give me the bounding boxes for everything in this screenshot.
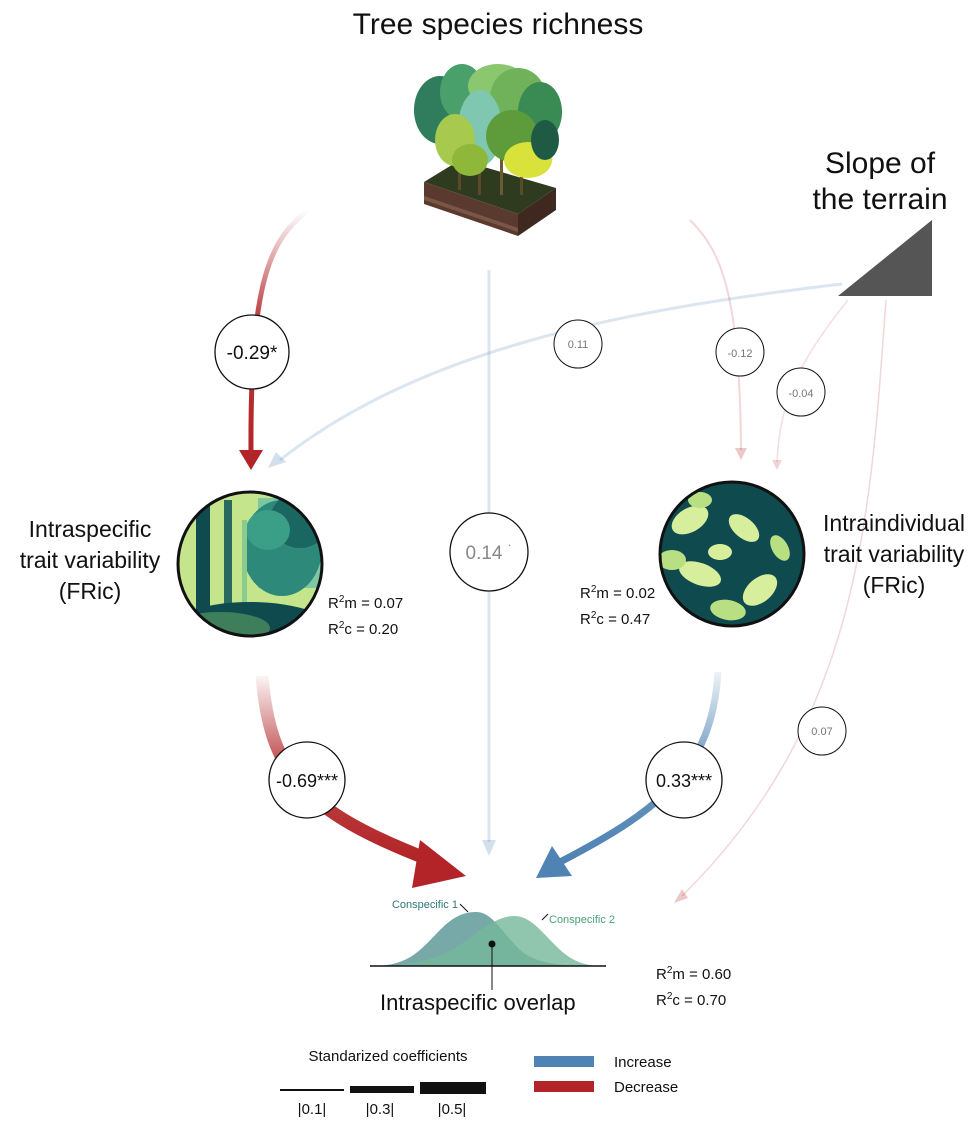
- slope-label-line1: Slope of: [824, 147, 936, 180]
- slope-triangle-icon: [838, 220, 932, 296]
- r2c-value: c = 0.47: [596, 611, 651, 628]
- legend-title: Standarized coefficients: [309, 1048, 468, 1065]
- coef-badge-richness-intraspecific: -0.29*: [214, 314, 290, 390]
- r2c-value: c = 0.20: [344, 621, 399, 638]
- intraspecific-label-line3: (FRic): [58, 578, 122, 604]
- intraindividual-leaves-icon: [658, 480, 806, 628]
- path-richness-to-intraspecific: [239, 208, 310, 470]
- coef-label: 0.11: [568, 339, 589, 351]
- overlap-label: Intraspecific overlap: [380, 990, 576, 1015]
- intraindividual-label-line2: trait variability: [823, 541, 965, 567]
- intraspecific-label: Intraspecific trait variability (FRic): [8, 514, 172, 607]
- coef-badge-richness-intraindividual: -0.12: [715, 327, 765, 377]
- coef-label: -0.04: [788, 388, 813, 400]
- forest-plot-icon: [414, 64, 562, 236]
- path-slope-to-intraspecific: [268, 282, 843, 468]
- overlap-r2: R2m = 0.60 R2c = 0.70: [656, 965, 732, 1009]
- legend-width-label: |0.1|: [298, 1101, 327, 1118]
- coef-badge-slope-intraindividual: -0.04: [776, 367, 826, 417]
- coef-badge-slope-intraspecific: 0.11: [553, 319, 603, 369]
- intraspecific-label-line2: trait variability: [19, 547, 161, 573]
- coef-label: -0.12: [727, 348, 752, 360]
- coef-badge-richness-overlap: 0.14 .: [449, 512, 529, 592]
- intraindividual-label-line3: (FRic): [862, 572, 926, 598]
- coef-label: 0.07: [811, 726, 832, 738]
- overlap-distribution-icon: Conspecific 1 Conspecific 2: [370, 899, 615, 990]
- coef-badge-slope-overlap: 0.07: [797, 706, 847, 756]
- slope-label-line2: the terrain: [812, 183, 948, 216]
- legend-width-label: |0.3|: [366, 1101, 395, 1118]
- intraindividual-label: Intraindividual trait variability (FRic): [812, 508, 976, 601]
- intraspecific-label-line1: Intraspecific: [28, 516, 152, 542]
- slope-label: Slope of the terrain: [790, 146, 970, 218]
- r2m-value: m = 0.02: [596, 585, 656, 602]
- intraindividual-r2: R2m = 0.02 R2c = 0.47: [580, 584, 656, 628]
- legend-increase-swatch: [534, 1056, 594, 1067]
- r2c-value: c = 0.70: [672, 992, 727, 1009]
- diagram-title: Tree species richness: [352, 8, 644, 41]
- legend-increase-label: Increase: [614, 1054, 672, 1071]
- legend-width-03: [350, 1086, 414, 1093]
- r2m-value: m = 0.60: [672, 966, 732, 983]
- curve-label-1: Conspecific 1: [392, 899, 458, 911]
- curve-label-2: Conspecific 2: [549, 914, 615, 926]
- legend-decrease-label: Decrease: [614, 1079, 678, 1096]
- r2m-value: m = 0.07: [344, 595, 404, 612]
- coef-label-sup: .: [508, 535, 511, 549]
- coef-label: -0.29*: [227, 343, 278, 364]
- coef-label: 0.33***: [656, 771, 712, 791]
- intraindividual-label-line1: Intraindividual: [823, 510, 965, 536]
- intraspecific-r2: R2m = 0.07 R2c = 0.20: [328, 594, 404, 638]
- legend-width-label: |0.5|: [438, 1101, 467, 1118]
- intraspecific-forest-icon: [176, 490, 324, 638]
- coef-label: -0.69***: [276, 771, 338, 791]
- legend-width-01: [280, 1089, 344, 1091]
- legend-width-05: [420, 1082, 486, 1094]
- coef-badge-intraindividual-overlap: 0.33***: [645, 741, 723, 819]
- legend-decrease-swatch: [534, 1081, 594, 1092]
- path-richness-to-intraindividual: [689, 219, 747, 460]
- coef-label: 0.14: [466, 543, 503, 564]
- legend: Standarized coefficients |0.1| |0.3| |0.…: [280, 1048, 678, 1118]
- path-slope-to-overlap: [674, 299, 887, 903]
- coef-badge-intraspecific-overlap: -0.69***: [268, 741, 346, 819]
